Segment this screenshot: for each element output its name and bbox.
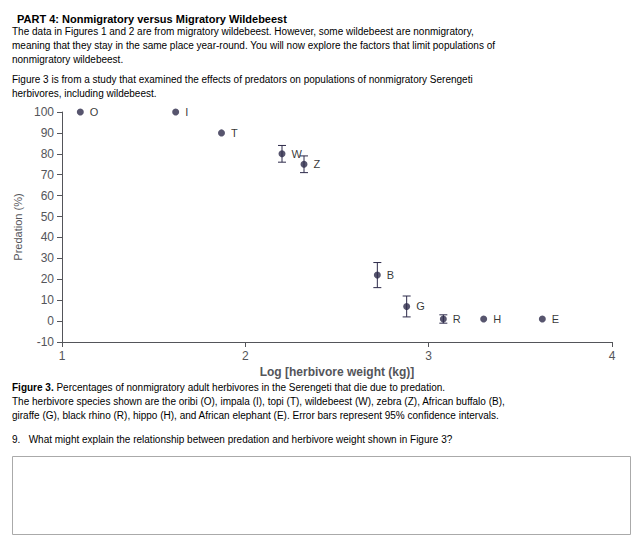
svg-text:herbivores, including wildebee: herbivores, including wildebeest. xyxy=(12,88,157,99)
svg-text:40: 40 xyxy=(41,230,55,244)
svg-text:Predation (%): Predation (%) xyxy=(12,193,24,260)
svg-text:10: 10 xyxy=(41,293,55,307)
svg-text:-10: -10 xyxy=(37,335,55,349)
svg-text:O: O xyxy=(90,106,99,118)
svg-text:50: 50 xyxy=(41,210,55,224)
svg-text:20: 20 xyxy=(41,272,55,286)
svg-text:B: B xyxy=(387,269,394,281)
svg-text:80: 80 xyxy=(41,147,55,161)
svg-text:4: 4 xyxy=(609,349,616,363)
svg-text:The data in Figures 1 and 2 ar: The data in Figures 1 and 2 are from mig… xyxy=(12,26,474,37)
svg-text:Percentages of nonmigratory ad: Percentages of nonmigratory adult herbiv… xyxy=(54,382,445,393)
svg-text:0: 0 xyxy=(47,314,54,328)
svg-text:100: 100 xyxy=(34,105,54,119)
svg-text:nonmigratory wildebeest.: nonmigratory wildebeest. xyxy=(12,54,123,65)
svg-text:Figure 3 is from a study that: Figure 3 is from a study that examined t… xyxy=(12,74,473,85)
svg-text:I: I xyxy=(185,106,188,118)
svg-text:H: H xyxy=(493,313,501,325)
svg-text:Figure 3.: Figure 3. xyxy=(12,382,54,393)
svg-text:9. What might explain the re: 9. What might explain the relationship b… xyxy=(12,434,453,445)
svg-text:3: 3 xyxy=(425,349,432,363)
svg-text:The herbivore species shown ar: The herbivore species shown are the orib… xyxy=(12,396,505,407)
svg-text:G: G xyxy=(416,300,425,312)
svg-text:90: 90 xyxy=(41,126,55,140)
svg-text:2: 2 xyxy=(242,349,249,363)
svg-text:60: 60 xyxy=(41,189,55,203)
svg-text:R: R xyxy=(453,313,461,325)
svg-text:T: T xyxy=(231,127,238,139)
svg-text:30: 30 xyxy=(41,251,55,265)
svg-text:PART 4: Nonmigratory versus Mi: PART 4: Nonmigratory versus Migratory Wi… xyxy=(17,13,287,25)
svg-text:giraffe (G), black rhino (R),: giraffe (G), black rhino (R), hippo (H),… xyxy=(12,410,499,421)
svg-text:1: 1 xyxy=(59,349,66,363)
svg-text:Z: Z xyxy=(314,158,321,170)
svg-text:W: W xyxy=(292,148,303,160)
svg-text:meaning that they stay in the: meaning that they stay in the same place… xyxy=(12,40,495,51)
svg-text:Log [herbivore weight (kg)]: Log [herbivore weight (kg)] xyxy=(260,365,415,379)
svg-text:E: E xyxy=(552,313,559,325)
svg-text:70: 70 xyxy=(41,168,55,182)
